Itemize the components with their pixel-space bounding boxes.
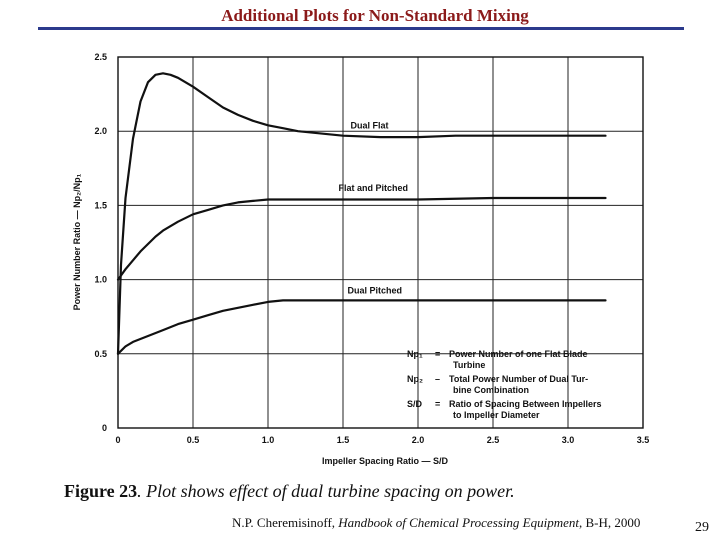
legend-symbol: Np₁ [407, 349, 423, 359]
figure-caption-text: . Plot shows effect of dual turbine spac… [137, 481, 515, 501]
legend-separator: = [435, 349, 440, 359]
series-label: Dual Flat [351, 121, 389, 131]
x-tick-label: 0 [115, 435, 120, 445]
page-number: 29 [695, 520, 709, 535]
x-tick-label: 3.5 [637, 435, 650, 445]
legend-description: to Impeller Diameter [453, 410, 540, 420]
series-line-3 [116, 299, 607, 355]
citation-author: N.P. Cheremisinoff, [232, 515, 339, 530]
chart-labels: Dual Flat Flat and Pitched Dual Pitched [339, 121, 409, 296]
x-tick-label: 1.5 [337, 435, 350, 445]
x-tick-label: 0.5 [187, 435, 200, 445]
chart-legend: Np₁ = Power Number of one Flat BladeTurbin… [407, 349, 602, 420]
power-ratio-chart: 0 0.5 1.0 1.5 2.0 2.5 3.0 3.5 0 0.5 1.0 1.5 2.0 2.5 Im… [72, 52, 649, 466]
legend-description: Power Number of one Flat Blade [449, 349, 588, 359]
legend-description: Turbine [453, 360, 485, 370]
x-tick-label: 2.5 [487, 435, 500, 445]
figure-caption-label: Figure 23 [64, 481, 138, 501]
series-label: Flat and Pitched [339, 183, 409, 193]
y-tick-label: 0.5 [94, 349, 107, 359]
title-divider [38, 27, 684, 30]
x-tick-label: 1.0 [262, 435, 275, 445]
chart-series [116, 72, 607, 355]
x-tick-label: 2.0 [412, 435, 425, 445]
series-line-2 [116, 196, 607, 281]
legend-symbol: S/D [407, 399, 423, 409]
y-axis-title: Power Number Ratio — Np₂/Np₁ [72, 173, 82, 310]
y-tick-label: 1.0 [94, 275, 107, 285]
y-tick-label: 2.0 [94, 126, 107, 136]
legend-separator: – [435, 374, 440, 384]
x-axis-title: Impeller Spacing Ratio — S/D [322, 456, 449, 466]
series-label: Dual Pitched [348, 285, 403, 295]
legend-separator: = [435, 399, 440, 409]
citation: N.P. Cheremisinoff, Handbook of Chemical… [232, 515, 692, 531]
x-tick-label: 3.0 [562, 435, 575, 445]
figure-caption: Figure 23. Plot shows effect of dual tur… [64, 481, 664, 502]
slide-title: Additional Plots for Non-Standard Mixing [221, 6, 529, 25]
chart-grid [117, 56, 644, 429]
legend-description: Total Power Number of Dual Tur- [449, 374, 588, 384]
citation-publisher: , B-H, 2000 [579, 515, 641, 530]
y-tick-label: 2.5 [94, 52, 107, 62]
chart-axes: 0 0.5 1.0 1.5 2.0 2.5 3.0 3.5 0 0.5 1.0 1.5 2.0 2.5 Im… [72, 52, 649, 466]
y-tick-label: 1.5 [94, 200, 107, 210]
plot-frame [117, 56, 644, 429]
legend-description: Ratio of Spacing Between Impellers [449, 399, 602, 409]
legend-symbol: Np₂ [407, 374, 423, 384]
legend-description: bine Combination [453, 385, 529, 395]
series-line-1 [116, 72, 607, 355]
y-tick-label: 0 [102, 423, 107, 433]
citation-book: Handbook of Chemical Processing Equipmen… [338, 515, 579, 530]
